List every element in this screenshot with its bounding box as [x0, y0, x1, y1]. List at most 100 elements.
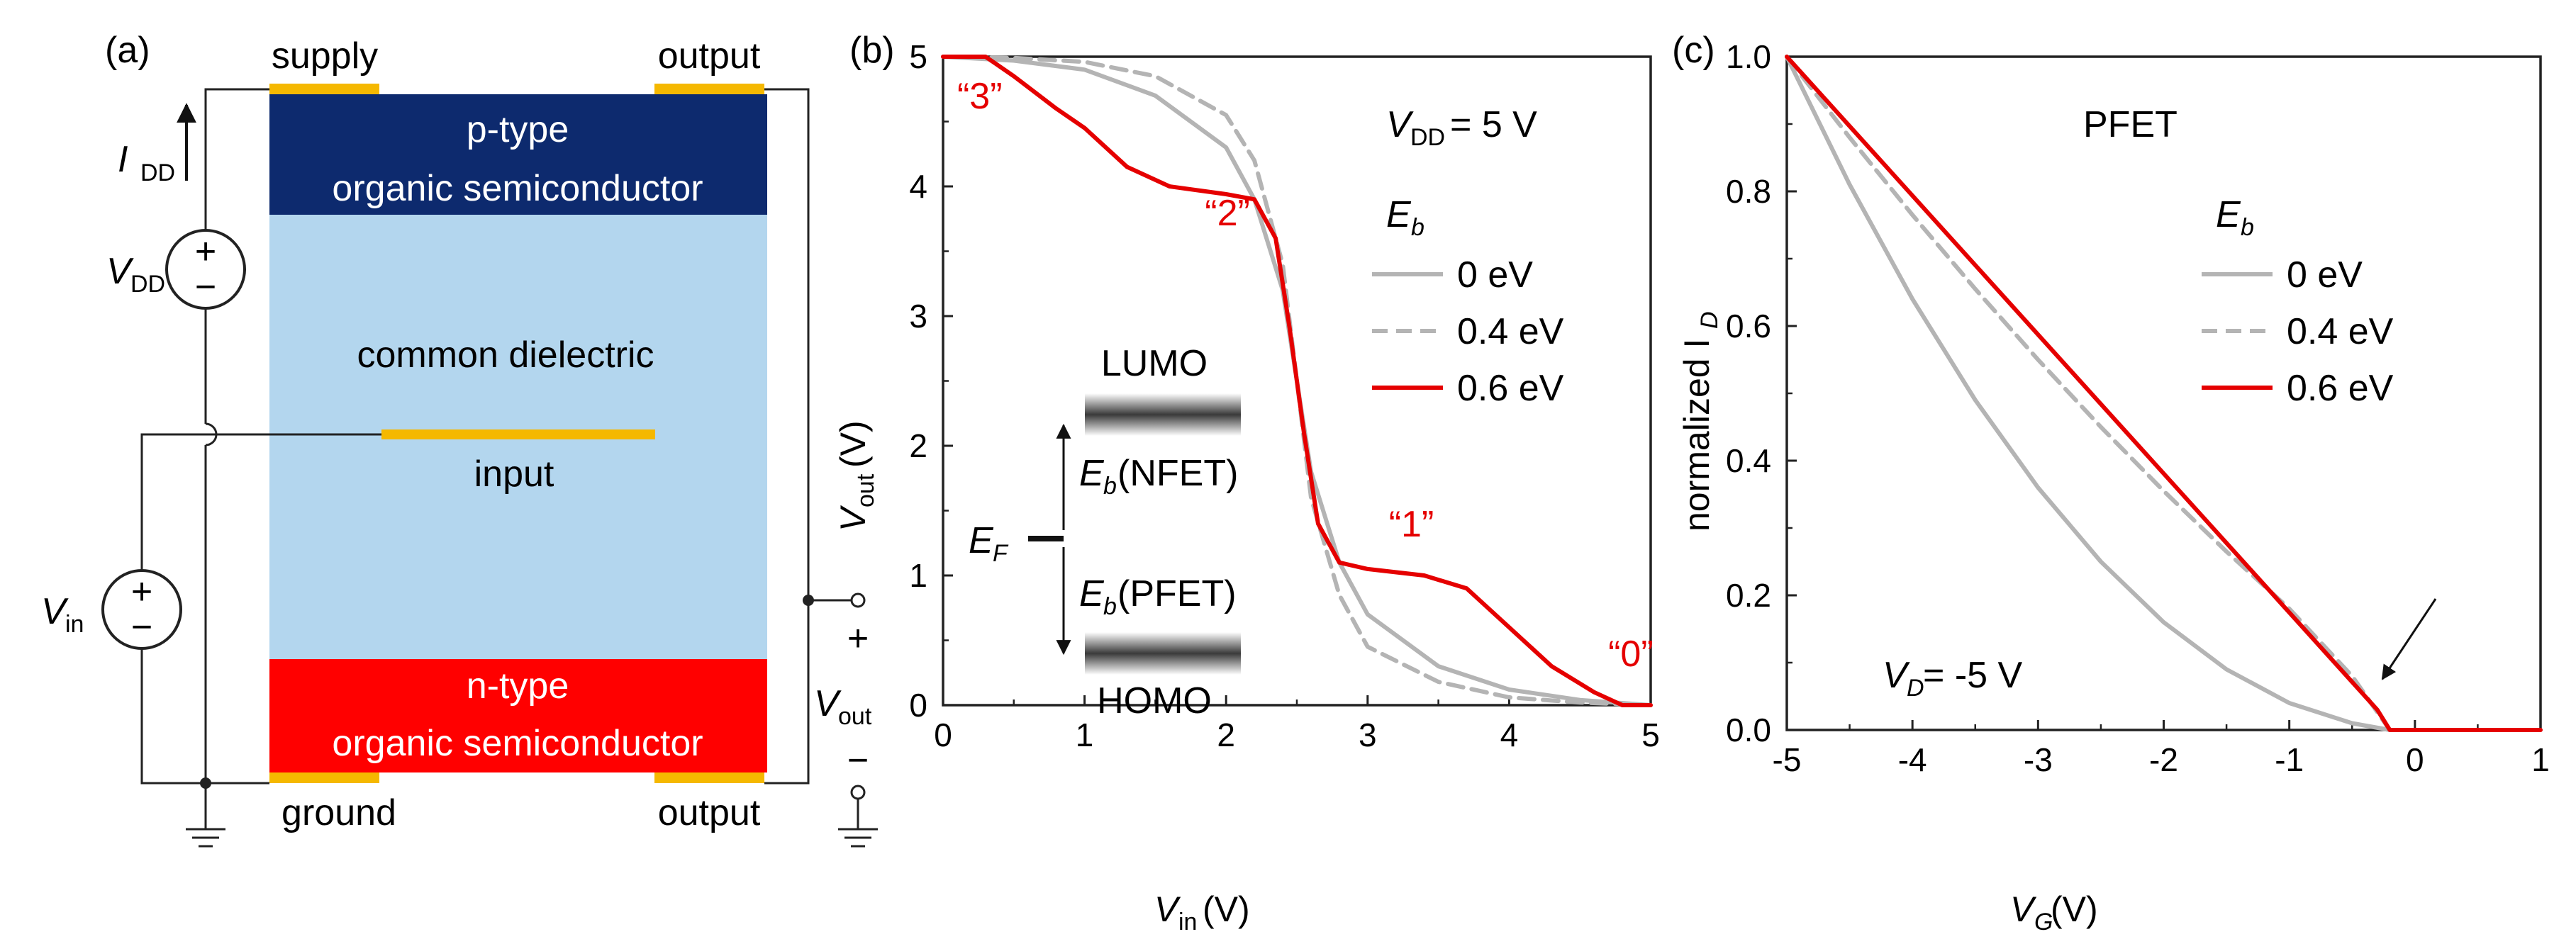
panel-c-series-0-4-ev-line	[1785, 55, 2543, 732]
panel-b-xtick-label: 3	[1359, 717, 1377, 753]
panel-b-state-label: “2”	[1205, 193, 1250, 234]
panel-b-ytick-label: 4	[909, 168, 927, 205]
n-type-label: n-type	[467, 665, 569, 707]
idd-label: I	[118, 139, 128, 180]
vout-label: V	[814, 683, 842, 724]
vout-terminal-bottom	[850, 785, 866, 800]
panel-c-ytick-label: 0.6	[1726, 308, 1771, 344]
output-label-top: output	[658, 35, 761, 77]
ground-icon	[186, 783, 225, 848]
lumo-label: LUMO	[1101, 343, 1208, 384]
panel-c-xtick-label: -4	[1898, 741, 1927, 778]
p-type-label: p-type	[467, 109, 569, 150]
plot-b: 0 1 2 3 4 5 0 1 2 3 4 5 “3” “2” “1” “0”	[909, 38, 1659, 753]
vout-minus: −	[847, 740, 869, 781]
plot-c: -5 -4 -3 -2 -1 0 1 0.0 0.2 0.4 0.6 0.8 1.0	[1726, 38, 2550, 778]
eb-pfet-label: E	[1079, 573, 1105, 614]
svg-text:normalized I: normalized I	[1677, 339, 1717, 532]
panel-c-xtick-label: 0	[2406, 741, 2424, 778]
vdd-note-value: = 5 V	[1450, 104, 1537, 145]
vdd-minus: −	[195, 266, 216, 308]
panel-b-xtick-label: 2	[1217, 717, 1235, 753]
panel-b-series-0-4-ev-line	[941, 55, 1653, 707]
panel-c-ytick-label: 0.4	[1726, 442, 1771, 479]
vdd-label: V	[106, 251, 134, 292]
vin-minus: −	[131, 607, 152, 648]
vd-note: V	[1883, 655, 1910, 696]
input-label: input	[474, 454, 554, 495]
legend-c-title: E	[2216, 194, 2241, 235]
output-terminal	[850, 592, 866, 608]
legend-b-item-2: 0.6 eV	[1457, 368, 1564, 409]
legend-b-item-1: 0.4 eV	[1457, 311, 1564, 352]
output-ground-icon	[838, 799, 878, 848]
panel-c-xtick-label: -5	[1773, 741, 1802, 778]
dielectric-label: common dielectric	[357, 335, 654, 376]
supply-wire	[204, 88, 269, 230]
svg-text:V: V	[2010, 889, 2037, 929]
panel-b-xtick-label: 4	[1500, 717, 1519, 753]
input-wire	[140, 433, 381, 571]
eb-nfet-label: E	[1079, 453, 1105, 494]
panel-b-state-label: “0”	[1608, 634, 1654, 675]
homo-label: HOMO	[1097, 680, 1212, 721]
threshold-arrow-icon	[2381, 598, 2437, 680]
panel-b-label: (b)	[849, 30, 895, 71]
panel-c-ytick-label: 0.2	[1726, 577, 1771, 614]
eb-pfet-sub: b	[1103, 593, 1117, 620]
panel-c-series-0-ev-line	[1785, 55, 2543, 732]
p-type-layer	[269, 94, 767, 215]
svg-text:(V): (V)	[833, 420, 873, 468]
panel-b-state-label: “3”	[957, 76, 1003, 117]
panel-c-ytick-label: 1.0	[1726, 38, 1771, 75]
ground-label: ground	[281, 792, 396, 833]
vout-sub: out	[838, 703, 872, 730]
panel-c: (c) -5 -4 -3 -2 -1 0 10.00.20.40.60.81.0 PFET …	[1672, 30, 2550, 935]
supply-label: supply	[272, 35, 378, 77]
vdd-note: V	[1386, 104, 1414, 145]
panel-c-ytick-label: 0.8	[1726, 173, 1771, 210]
panel-a-label: (a)	[105, 30, 150, 71]
svg-text:in: in	[1178, 909, 1197, 935]
panel-b-ytick-label: 1	[909, 557, 927, 594]
output-contact-bottom	[654, 772, 764, 783]
panel-c-ylabel: normalized I D	[1677, 311, 1723, 532]
panel-c-axes-frame	[1785, 55, 2542, 731]
panel-c-series-0-6-ev-line	[1785, 55, 2543, 732]
panel-c-xlabel: V G (V)	[2010, 889, 2098, 935]
idd-sub: DD	[140, 159, 175, 186]
legend-b-item-0: 0 eV	[1457, 254, 1533, 296]
vin-sub: in	[65, 611, 84, 638]
ground-contact	[269, 772, 379, 783]
vdd-plus: +	[195, 231, 216, 272]
vin-ground-wire	[140, 648, 269, 785]
vdd-sub: DD	[130, 271, 165, 298]
gate-contact	[381, 429, 655, 439]
panel-b-ytick-label: 0	[909, 687, 927, 724]
panel-c-xtick-label: -3	[2024, 741, 2053, 778]
band-diagram-inset: LUMO HOMO E F E b (NFET) E b (PFET)	[969, 343, 1241, 721]
panel-c-xtick-label: 1	[2531, 741, 2550, 778]
panel-c-label: (c)	[1672, 30, 1715, 71]
panel-b-ytick-label: 5	[909, 38, 927, 75]
panel-b-series-0-6-ev-line	[941, 55, 1653, 707]
homo-band	[1085, 632, 1241, 675]
panel-a: (a) supply output ground output p-type o…	[41, 30, 878, 848]
ef-label: E	[969, 520, 994, 561]
panel-c-xtick-label: -1	[2275, 741, 2304, 778]
vd-note-value: = -5 V	[1923, 655, 2022, 696]
ef-sub: F	[993, 540, 1009, 567]
legend-c-item-1: 0.4 eV	[2287, 311, 2394, 352]
panel-b-ytick-label: 2	[909, 427, 927, 464]
vdd-note-sub: DD	[1410, 124, 1445, 151]
vdd-source-icon	[165, 229, 246, 310]
eb-nfet-suffix: (NFET)	[1117, 453, 1238, 494]
svg-text:out: out	[852, 473, 879, 507]
svg-text:(V): (V)	[2051, 889, 2098, 929]
panel-b-state-label: “1”	[1389, 504, 1434, 545]
lumo-band	[1085, 393, 1241, 436]
vin-label: V	[41, 591, 69, 632]
panel-b-xlabel: V in (V)	[1154, 889, 1250, 935]
panel-c-title: PFET	[2083, 104, 2178, 145]
